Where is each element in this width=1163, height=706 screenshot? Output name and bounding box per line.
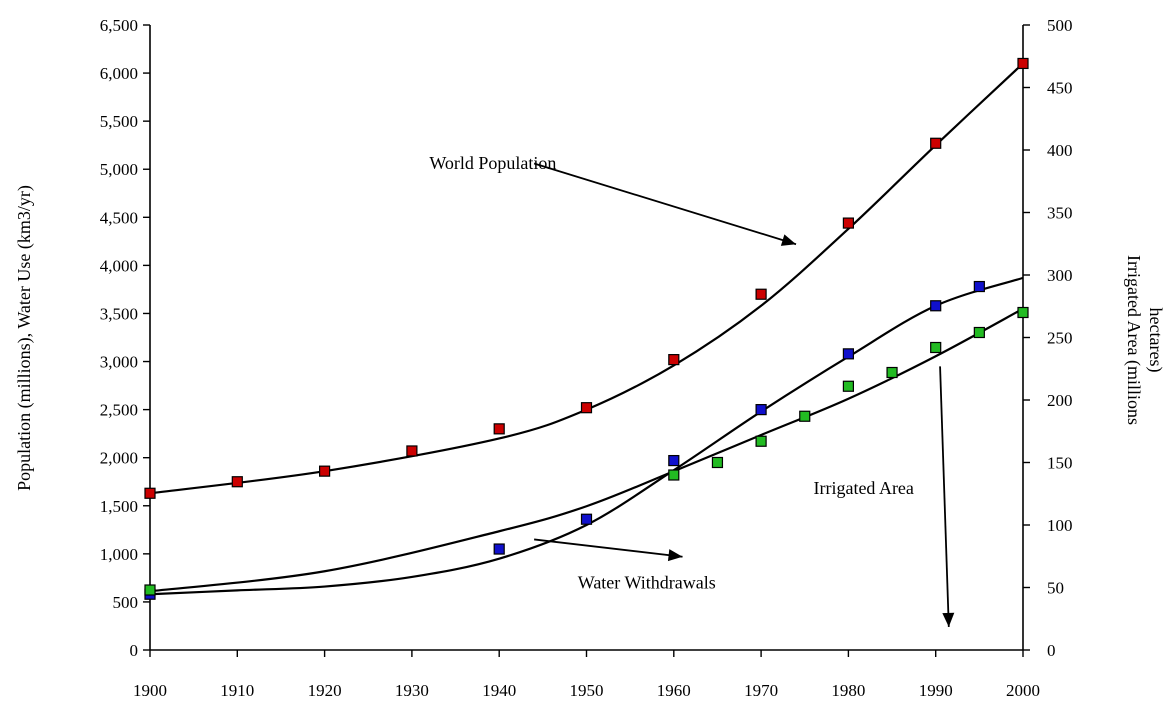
x-tick-label: 1990	[919, 681, 953, 700]
y-tick-label: 3,000	[100, 353, 138, 372]
annotation-arrow-head	[667, 549, 683, 562]
annotation-arrow-line	[533, 162, 797, 246]
x-tick-label: 2000	[1006, 681, 1040, 700]
series-2-point	[973, 326, 985, 339]
y2-tick-label: 400	[1047, 141, 1073, 160]
series-0-point	[493, 423, 505, 435]
series-0-point	[231, 476, 243, 488]
y-tick-label: 2,000	[100, 449, 138, 468]
y2-tick-label: 50	[1047, 579, 1064, 598]
y-tick-label: 6,000	[100, 64, 138, 83]
y-tick-label: 5,000	[100, 160, 138, 179]
x-tick-label: 1960	[657, 681, 691, 700]
series-0-point	[144, 487, 156, 499]
series-1-point	[973, 280, 985, 293]
series-0-point	[319, 465, 331, 477]
y-tick-label: 0	[130, 641, 139, 660]
series-2-point	[668, 469, 680, 481]
y2-tick-label: 350	[1047, 204, 1073, 223]
y2-tick-label: 500	[1047, 16, 1073, 35]
series-1-point	[580, 513, 593, 525]
series-0-point	[406, 445, 418, 457]
series-2-point	[842, 380, 855, 392]
y2-tick-label: 100	[1047, 516, 1073, 535]
y-tick-label: 6,500	[100, 16, 138, 35]
y-tick-label: 3,500	[100, 304, 138, 323]
y-tick-label: 500	[113, 593, 139, 612]
y-tick-label: 4,500	[100, 208, 138, 227]
y2-tick-label: 300	[1047, 266, 1073, 285]
series-2-point	[886, 366, 898, 379]
y-tick-label: 2,500	[100, 401, 138, 420]
annotation-label: Irrigated Area	[813, 478, 913, 498]
annotation-label: Water Withdrawals	[578, 572, 716, 592]
x-tick-label: 1950	[570, 681, 604, 700]
series-1-point	[668, 454, 680, 467]
series-2-point	[711, 456, 724, 469]
y2-tick-label: 200	[1047, 391, 1073, 410]
annotations: World Population Irrigated Area Water With…	[429, 153, 955, 627]
y2-tick-label: 250	[1047, 329, 1073, 348]
series-1-point	[493, 543, 505, 555]
series-2-fit-line	[149, 307, 1024, 593]
y-axis-title: Population (millions), Water Use (km3/yr…	[14, 185, 35, 491]
series-1-point	[755, 404, 767, 416]
x-tick-label: 1970	[744, 681, 778, 700]
series-1-point	[842, 348, 855, 360]
y-tick-label: 1,000	[100, 545, 138, 564]
annotation-arrow-line	[534, 538, 683, 558]
y-tick-label: 5,500	[100, 112, 138, 131]
annotation-label: World Population	[429, 153, 556, 173]
y2-axis-title-line1: Irrigated Area (millions	[1123, 255, 1144, 425]
x-tick-label: 1900	[133, 681, 167, 700]
y-tick-label: 4,000	[100, 256, 138, 275]
series-2-point	[930, 341, 942, 354]
series-1-point	[930, 300, 942, 312]
y2-axis-title-line2: hectares)	[1145, 308, 1163, 373]
series-0-point	[580, 402, 593, 414]
x-tick-label: 1930	[395, 681, 429, 700]
y2-tick-label: 150	[1047, 454, 1073, 473]
series-0-point	[668, 354, 680, 366]
series-0-point	[930, 137, 942, 149]
x-tick-label: 1980	[831, 681, 865, 700]
annotation-arrow-line	[939, 366, 950, 627]
x-tick-label: 1940	[482, 681, 516, 700]
x-tick-label: 1920	[308, 681, 342, 700]
series-0-point	[1017, 57, 1029, 70]
series-1-fit-line	[149, 276, 1024, 596]
fit-lines	[149, 62, 1024, 596]
series-2-point	[144, 584, 156, 596]
series-0-fit-line	[149, 62, 1024, 495]
axes: 05001,0001,5002,0002,5003,0003,5004,0004…	[100, 16, 1073, 700]
y2-tick-label: 450	[1047, 79, 1073, 98]
y2-tick-label: 0	[1047, 641, 1056, 660]
x-tick-label: 1910	[220, 681, 254, 700]
series-2-point	[799, 410, 811, 422]
annotation-arrow-head	[942, 612, 955, 627]
series-2-point	[1017, 306, 1029, 319]
series-2-point	[755, 435, 767, 447]
series-0-point	[755, 288, 767, 300]
annotation-arrow-head	[780, 234, 797, 246]
data-points	[144, 57, 1029, 600]
series-0-point	[842, 217, 855, 229]
y-tick-label: 1,500	[100, 497, 138, 516]
